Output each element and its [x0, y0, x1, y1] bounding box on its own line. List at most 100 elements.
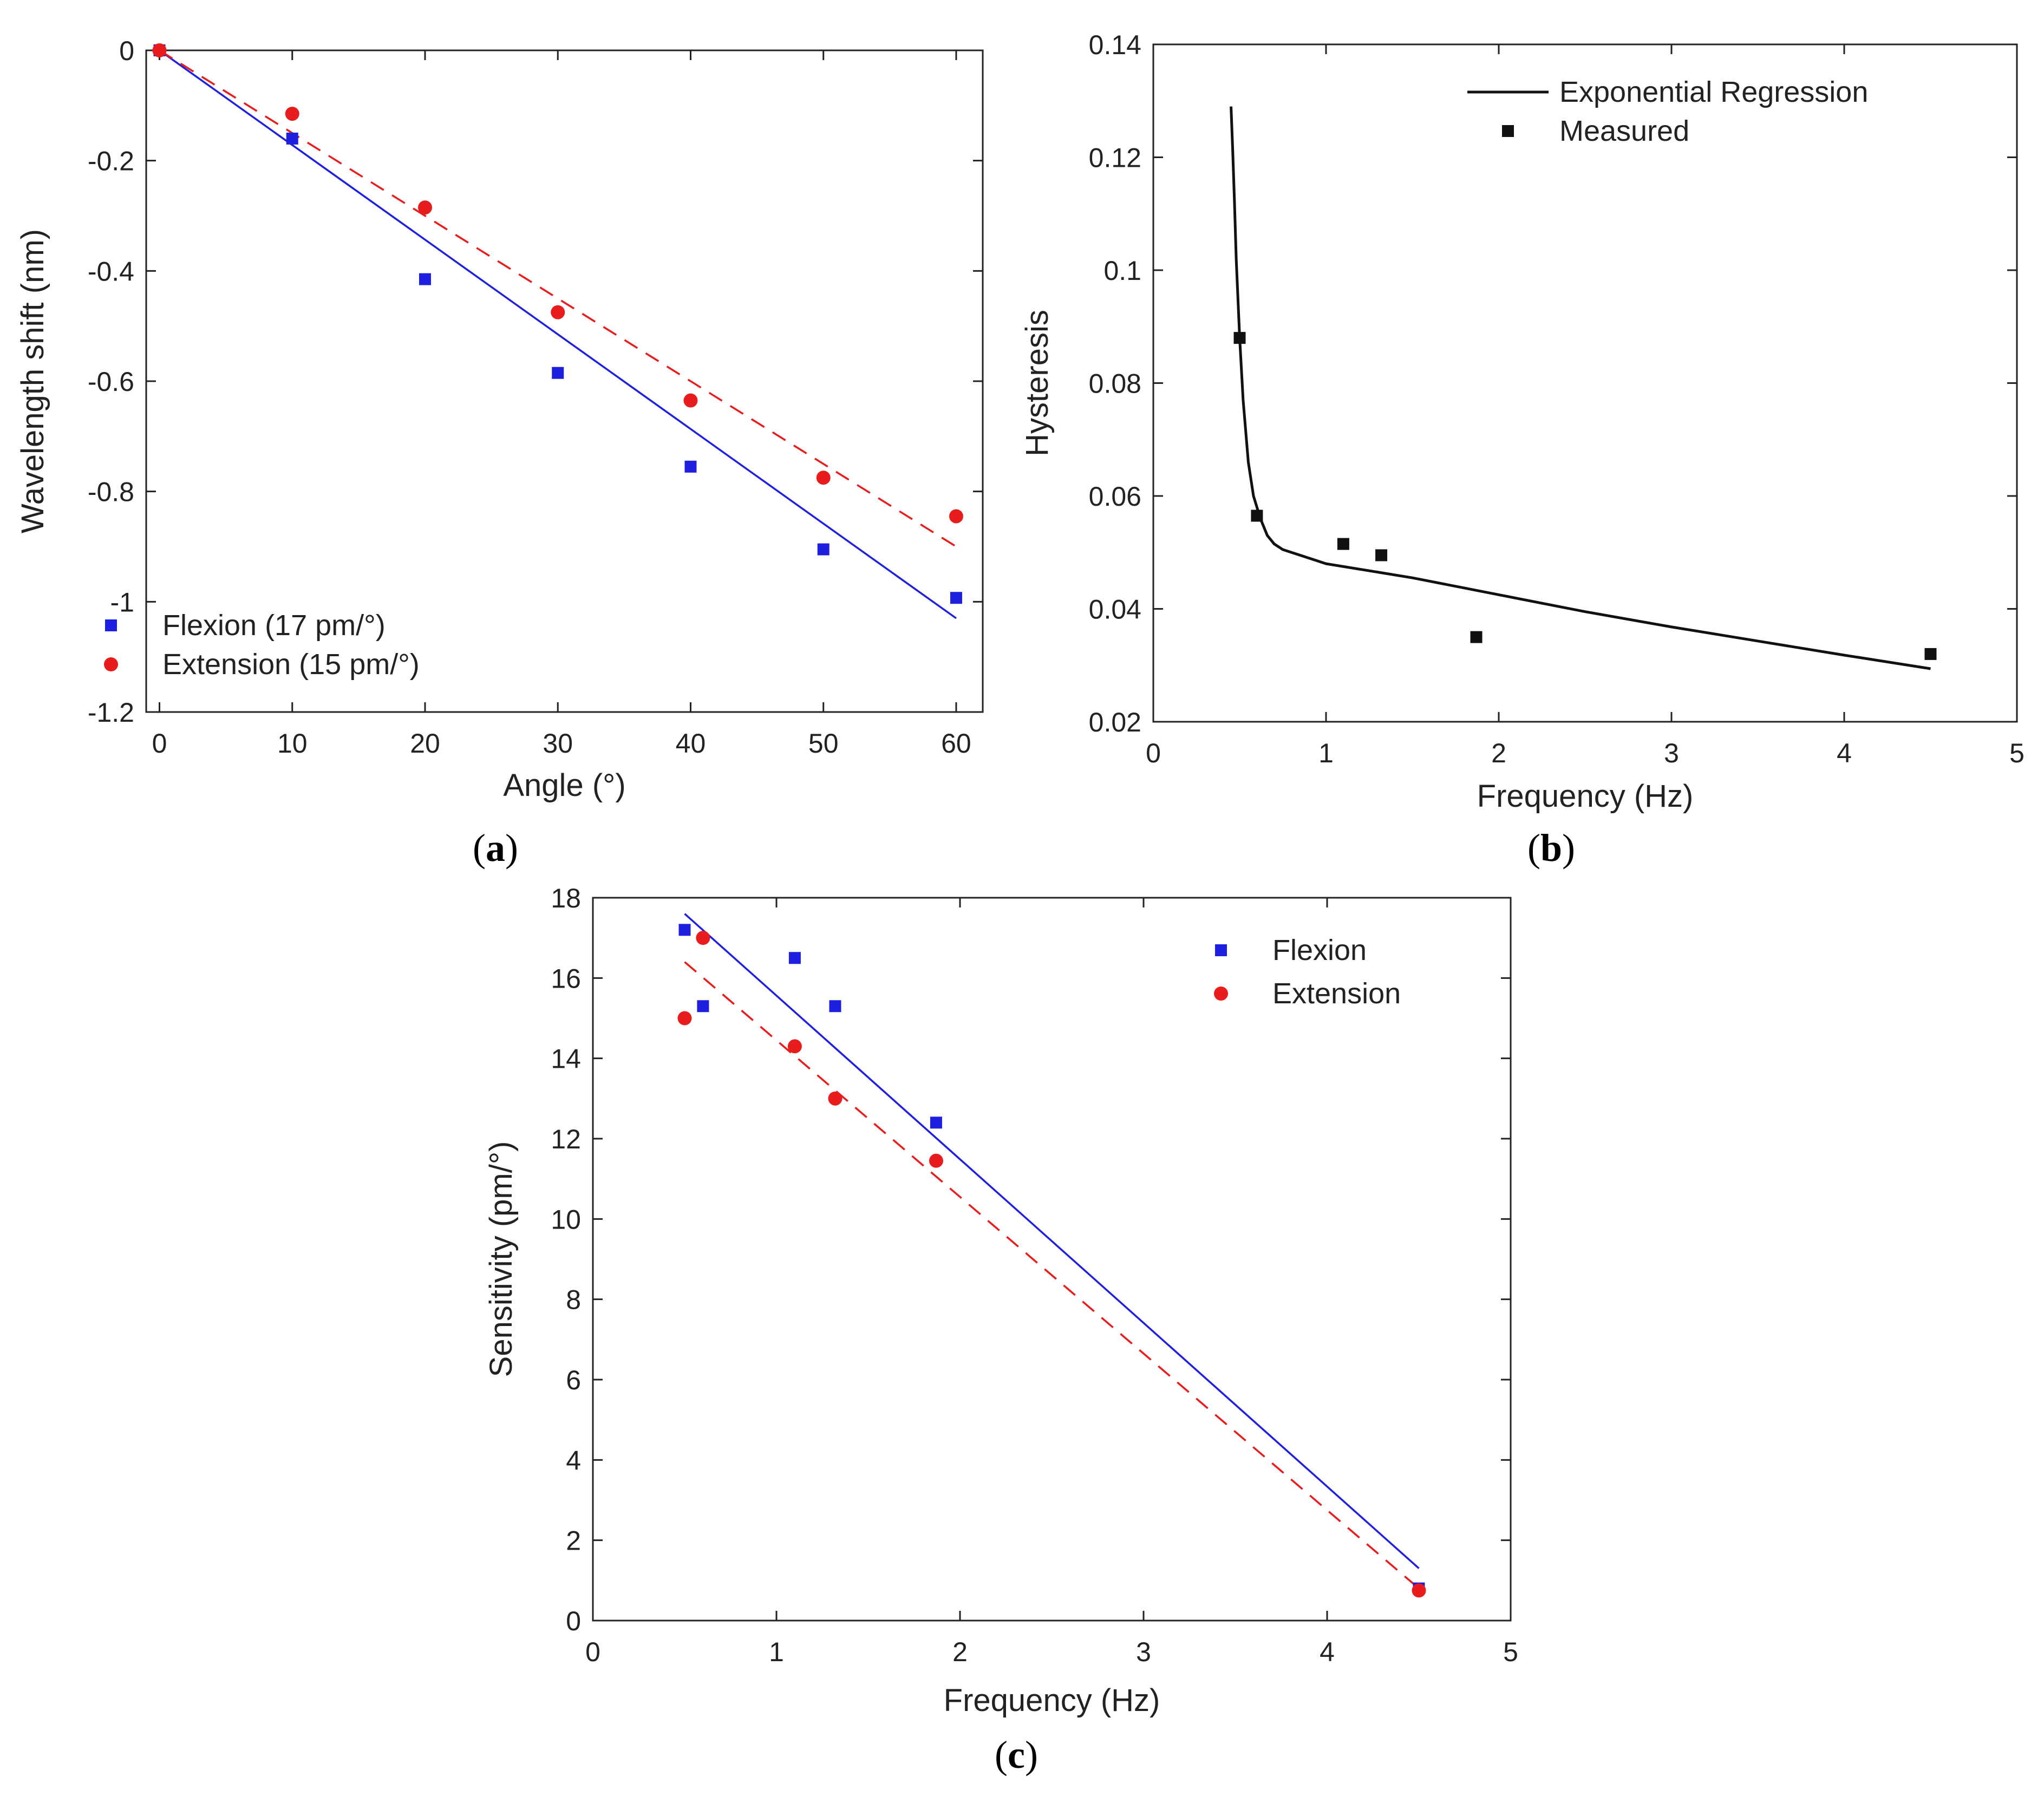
data-point-flexion	[788, 952, 801, 964]
fit-line-extension	[684, 961, 1420, 1589]
y-tick-label: -0.8	[88, 477, 134, 507]
x-tick-label: 0	[1146, 738, 1161, 768]
x-axis-label: Frequency (Hz)	[1477, 779, 1694, 814]
data-point-extension	[949, 509, 963, 524]
data-point-flexion	[829, 1000, 841, 1013]
x-tick-label: 50	[808, 728, 839, 759]
y-tick-label: 2	[566, 1526, 581, 1556]
legend-label: Flexion	[1272, 934, 1367, 966]
data-point-measured	[1251, 510, 1263, 522]
x-tick-label: 1	[1318, 738, 1334, 768]
chart-a: 0 10 20 30 40 50 60 0 -0.2 -0.4 -0.6 -0.8 -1 -1.2 Angl…	[15, 36, 984, 870]
y-axis-label: Sensitivity (pm/°)	[484, 1141, 519, 1377]
legend-label: Flexion (17 pm/°)	[162, 609, 386, 642]
y-tick-label: 12	[551, 1124, 581, 1154]
x-tick-label: 2	[1491, 738, 1506, 768]
panel-caption: (a)	[473, 826, 518, 870]
data-point-extension	[929, 1153, 943, 1168]
data-point-extension	[683, 393, 698, 408]
legend: Exponential Regression Measured	[1467, 76, 1868, 147]
legend-marker-flexion	[1215, 944, 1227, 956]
data-point-extension	[152, 43, 167, 57]
y-tick-label: 8	[566, 1285, 581, 1315]
panel-caption-letter: b	[1540, 826, 1562, 870]
x-tick-label: 4	[1837, 738, 1852, 768]
x-tick-label: 4	[1320, 1637, 1335, 1667]
x-axis-label: Frequency (Hz)	[944, 1683, 1160, 1718]
y-tick-label: 0.08	[1089, 369, 1141, 399]
data-point-extension	[828, 1091, 843, 1106]
panel-caption: (b)	[1527, 826, 1575, 870]
y-axis-label: Wavelength shift (nm)	[15, 229, 50, 533]
y-tick-label: 4	[566, 1445, 581, 1475]
y-tick-label: 14	[551, 1044, 581, 1074]
x-axis-label: Angle (°)	[503, 768, 625, 803]
data-point-flexion	[817, 543, 830, 556]
legend: Flexion (17 pm/°) Extension (15 pm/°)	[104, 609, 420, 681]
legend-marker-measured	[1502, 125, 1514, 137]
x-tick-label: 3	[1664, 738, 1679, 768]
panel-caption: (c)	[995, 1733, 1038, 1777]
data-point-flexion	[930, 1116, 942, 1129]
x-tick-label: 30	[543, 728, 573, 759]
y-tick-label: 0.04	[1089, 595, 1141, 625]
x-tick-label: 20	[410, 728, 440, 759]
data-point-measured	[1233, 332, 1246, 344]
panel-caption-letter: a	[486, 826, 505, 870]
data-point-flexion	[419, 273, 431, 285]
data-point-extension	[551, 305, 565, 319]
legend-label: Exponential Regression	[1559, 76, 1868, 108]
data-point-flexion	[950, 592, 962, 604]
y-tick-label: -0.6	[88, 367, 134, 397]
panel-caption-letter: c	[1008, 1733, 1025, 1777]
x-tick-label: 3	[1136, 1637, 1151, 1667]
y-tick-label: 0.06	[1089, 481, 1141, 512]
y-tick-label: 16	[551, 963, 581, 994]
x-tick-label: 5	[1503, 1637, 1518, 1667]
fit-line-flexion	[684, 913, 1420, 1569]
x-tick-label: 5	[2009, 738, 2025, 768]
data-point-measured	[1470, 631, 1483, 643]
x-tick-label: 0	[585, 1637, 600, 1667]
y-tick-label: -0.2	[88, 146, 134, 177]
fit-line-extension	[159, 49, 957, 547]
y-axis-label: Hysteresis	[1020, 310, 1055, 456]
data-point-extension	[696, 931, 710, 945]
y-tick-label: 0	[119, 36, 134, 66]
x-tick-label: 60	[941, 728, 971, 759]
y-tick-label: -1	[110, 587, 134, 617]
y-tick-label: 0.12	[1089, 143, 1141, 173]
data-point-flexion	[678, 924, 691, 936]
data-point-extension	[816, 471, 831, 485]
data-point-measured	[1924, 648, 1937, 660]
data-point-flexion	[684, 460, 697, 473]
y-tick-label: -0.4	[88, 256, 134, 286]
y-tick-label: 6	[566, 1365, 581, 1395]
data-point-flexion	[697, 1000, 709, 1013]
x-tick-label: 10	[277, 728, 308, 759]
y-tick-label: -1.2	[88, 697, 134, 728]
chart-b: 0 1 2 3 4 5 0.02 0.04 0.06 0.08 0.1 0.12 0.14 Frequen…	[1020, 30, 2025, 870]
legend-label: Extension	[1272, 977, 1401, 1010]
y-tick-label: 0.14	[1089, 30, 1141, 60]
regression-curve	[1230, 106, 1931, 670]
legend-marker-flexion	[105, 619, 117, 631]
data-point-extension	[787, 1039, 802, 1054]
y-tick-label: 18	[551, 883, 581, 913]
y-tick-label: 0.1	[1103, 256, 1141, 286]
x-tick-label: 0	[152, 728, 167, 759]
y-tick-label: 0.02	[1089, 707, 1141, 737]
data-point-extension	[677, 1011, 692, 1026]
data-point-measured	[1337, 538, 1349, 550]
x-tick-label: 1	[769, 1637, 784, 1667]
data-point-flexion	[286, 132, 298, 145]
x-tick-label: 2	[952, 1637, 968, 1667]
y-tick-label: 10	[551, 1204, 581, 1235]
legend-label: Measured	[1559, 115, 1689, 147]
plot-frame	[592, 897, 1512, 1622]
legend-marker-extension	[104, 657, 118, 671]
legend: Flexion Extension	[1214, 934, 1401, 1010]
data-point-extension	[418, 200, 432, 215]
